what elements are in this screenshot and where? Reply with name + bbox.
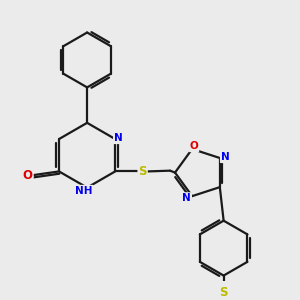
Text: O: O	[190, 141, 198, 151]
Text: O: O	[23, 169, 33, 182]
Text: N: N	[114, 133, 123, 143]
Text: NH: NH	[75, 186, 93, 196]
Text: S: S	[219, 286, 228, 299]
Text: S: S	[138, 165, 147, 178]
Text: N: N	[221, 152, 230, 162]
Text: N: N	[182, 193, 191, 203]
